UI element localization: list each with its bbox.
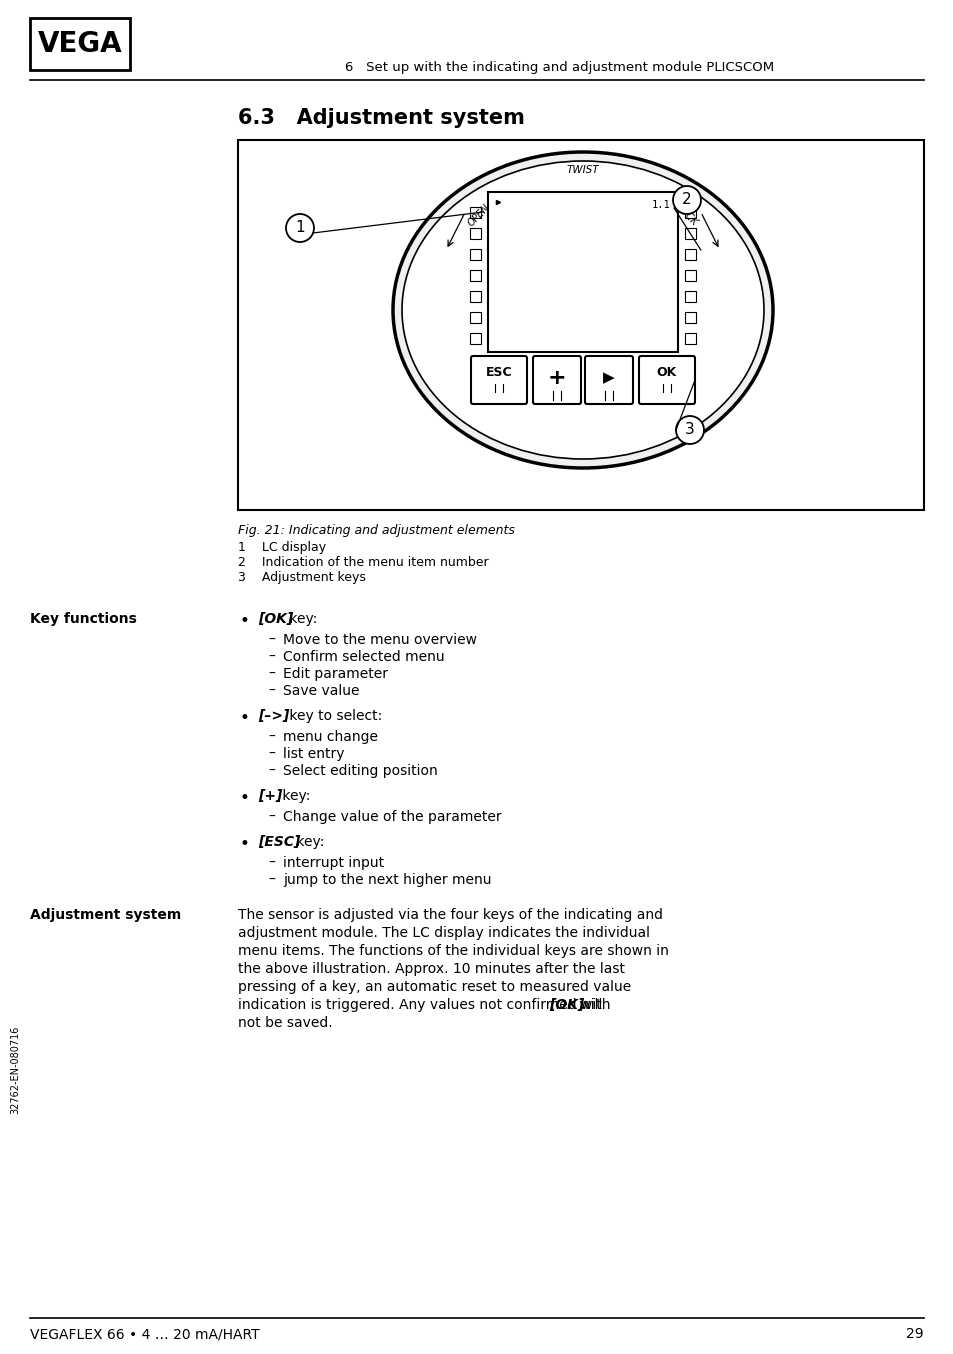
Text: Fig. 21: Indicating and adjustment elements: Fig. 21: Indicating and adjustment eleme… <box>237 524 515 538</box>
Text: 6.3   Adjustment system: 6.3 Adjustment system <box>237 108 524 129</box>
Bar <box>684 249 696 260</box>
Text: Key functions: Key functions <box>30 612 136 626</box>
Text: 2    Indication of the menu item number: 2 Indication of the menu item number <box>237 556 488 569</box>
Text: –: – <box>268 873 274 887</box>
Text: –: – <box>268 810 274 825</box>
Text: interrupt input: interrupt input <box>283 856 384 871</box>
Ellipse shape <box>393 152 772 468</box>
Text: [OK]: [OK] <box>548 998 583 1011</box>
Text: key:: key: <box>278 789 311 803</box>
Circle shape <box>286 214 314 242</box>
Text: not be saved.: not be saved. <box>237 1016 333 1030</box>
Text: –: – <box>268 668 274 681</box>
Text: •: • <box>240 835 250 853</box>
Text: –: – <box>268 650 274 663</box>
Text: [ESC]: [ESC] <box>257 835 300 849</box>
Text: ESC: ESC <box>485 367 512 379</box>
Text: the above illustration. Approx. 10 minutes after the last: the above illustration. Approx. 10 minut… <box>237 961 624 976</box>
Text: •: • <box>240 709 250 727</box>
Ellipse shape <box>401 161 763 459</box>
Text: 6   Set up with the indicating and adjustment module PLICSCOM: 6 Set up with the indicating and adjustm… <box>345 61 774 74</box>
Bar <box>488 192 678 352</box>
Text: –: – <box>268 747 274 761</box>
Text: 2: 2 <box>681 192 691 207</box>
Text: Save value: Save value <box>283 684 359 699</box>
Text: LOCK: LOCK <box>674 203 700 227</box>
Text: –: – <box>268 730 274 743</box>
Text: +: + <box>547 368 566 389</box>
Bar <box>470 311 480 324</box>
Bar <box>470 333 480 344</box>
Circle shape <box>676 416 703 444</box>
Text: •: • <box>240 612 250 630</box>
Text: 29: 29 <box>905 1327 923 1340</box>
Text: Change value of the parameter: Change value of the parameter <box>283 810 501 825</box>
Bar <box>470 269 480 282</box>
Text: Select editing position: Select editing position <box>283 764 437 779</box>
Text: 1.1: 1.1 <box>651 200 669 210</box>
Text: key to select:: key to select: <box>285 709 382 723</box>
Circle shape <box>672 185 700 214</box>
Bar <box>684 227 696 240</box>
Bar <box>470 207 480 218</box>
Text: will: will <box>574 998 601 1011</box>
Bar <box>684 291 696 302</box>
Text: [OK]: [OK] <box>257 612 293 626</box>
Bar <box>470 249 480 260</box>
Text: The sensor is adjusted via the four keys of the indicating and: The sensor is adjusted via the four keys… <box>237 909 662 922</box>
Text: indication is triggered. Any values not confirmed with: indication is triggered. Any values not … <box>237 998 615 1011</box>
Text: VEGAFLEX 66 • 4 … 20 mA/HART: VEGAFLEX 66 • 4 … 20 mA/HART <box>30 1327 259 1340</box>
Text: –: – <box>268 764 274 779</box>
Text: –: – <box>268 634 274 647</box>
Text: TWIST: TWIST <box>566 165 598 175</box>
Bar <box>684 269 696 282</box>
Text: 32762-EN-080716: 32762-EN-080716 <box>10 1026 20 1114</box>
Text: OK: OK <box>657 367 677 379</box>
Bar <box>470 227 480 240</box>
Bar <box>684 207 696 218</box>
Bar <box>470 291 480 302</box>
Text: 1: 1 <box>294 221 305 236</box>
Text: key:: key: <box>285 612 317 626</box>
FancyBboxPatch shape <box>471 356 526 403</box>
Text: 3: 3 <box>684 422 694 437</box>
Text: ▶: ▶ <box>602 371 615 386</box>
FancyBboxPatch shape <box>639 356 695 403</box>
Text: Adjustment system: Adjustment system <box>30 909 181 922</box>
Text: menu items. The functions of the individual keys are shown in: menu items. The functions of the individ… <box>237 944 668 959</box>
Text: –: – <box>268 684 274 699</box>
Bar <box>30 18 130 70</box>
Text: menu change: menu change <box>283 730 377 743</box>
Bar <box>684 333 696 344</box>
Text: VEGA: VEGA <box>38 30 122 58</box>
Text: •: • <box>240 789 250 807</box>
Text: key:: key: <box>292 835 324 849</box>
Text: adjustment module. The LC display indicates the individual: adjustment module. The LC display indica… <box>237 926 649 940</box>
Bar <box>684 311 696 324</box>
Text: Edit parameter: Edit parameter <box>283 668 388 681</box>
Text: [+]: [+] <box>257 789 282 803</box>
FancyBboxPatch shape <box>533 356 580 403</box>
Text: Confirm selected menu: Confirm selected menu <box>283 650 444 663</box>
Text: 3    Adjustment keys: 3 Adjustment keys <box>237 571 366 584</box>
Text: Move to the menu overview: Move to the menu overview <box>283 634 476 647</box>
Text: [–>]: [–>] <box>257 709 289 723</box>
Text: list entry: list entry <box>283 747 344 761</box>
Text: pressing of a key, an automatic reset to measured value: pressing of a key, an automatic reset to… <box>237 980 631 994</box>
Bar <box>237 139 923 510</box>
Text: jump to the next higher menu: jump to the next higher menu <box>283 873 491 887</box>
Text: OPEN: OPEN <box>465 202 491 229</box>
FancyBboxPatch shape <box>584 356 633 403</box>
Text: –: – <box>268 856 274 871</box>
Text: 1    LC display: 1 LC display <box>237 542 326 554</box>
